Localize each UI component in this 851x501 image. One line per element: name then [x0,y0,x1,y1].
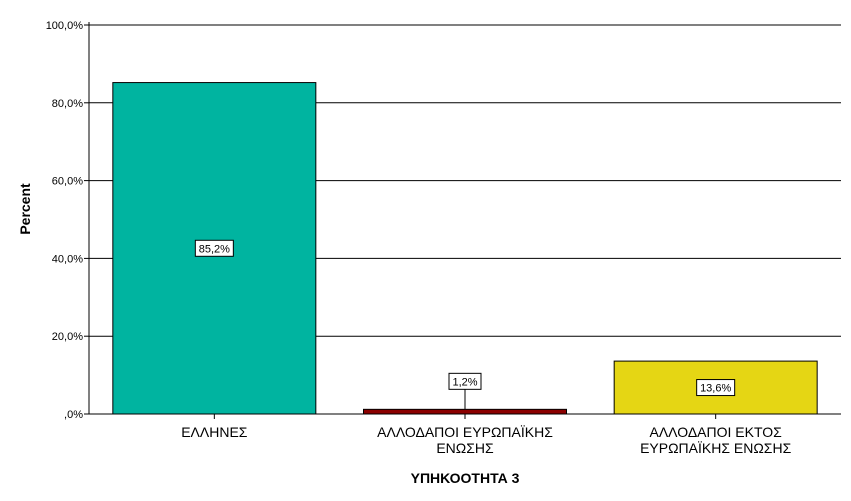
x-tick-label: ΕΛΛΗΝΕΣ [181,424,248,440]
y-tick-label: 100,0% [46,20,84,32]
data-label: 1,2% [452,376,477,388]
data-labels: 85,2% 1,2% 13,6% [194,239,736,410]
x-tick-label: ΕΝΩΣΗΣ [436,440,494,456]
x-tick-label: ΑΛΛΟΔΑΠΟΙ ΕΚΤΟΣ [649,424,782,440]
x-axis-title: ΥΠΗΚΟΟΤΗΤΑ 3 [411,470,520,486]
x-tick-label: ΑΛΛΟΔΑΠΟΙ ΕΥΡΩΠΑΪΚΗΣ [377,424,553,440]
y-tick-label: 80,0% [52,98,83,110]
x-axis [88,22,841,419]
x-tick-label: ΕΥΡΩΠΑΪΚΗΣ ΕΝΩΣΗΣ [640,440,791,456]
y-axis-ticks: ,0% 20,0% 40,0% 60,0% 80,0% 100,0% [46,20,89,421]
y-tick-label: 60,0% [52,176,83,188]
data-label-box [448,372,482,390]
data-label-box [194,239,234,257]
y-tick-label: 20,0% [52,331,83,343]
y-tick-label: ,0% [64,409,83,421]
y-axis-title: Percent [17,183,33,235]
data-label: 85,2% [199,243,230,255]
data-label-box [696,379,736,397]
data-label: 13,6% [700,383,731,395]
bar [363,408,567,415]
y-tick-label: 40,0% [52,253,83,265]
